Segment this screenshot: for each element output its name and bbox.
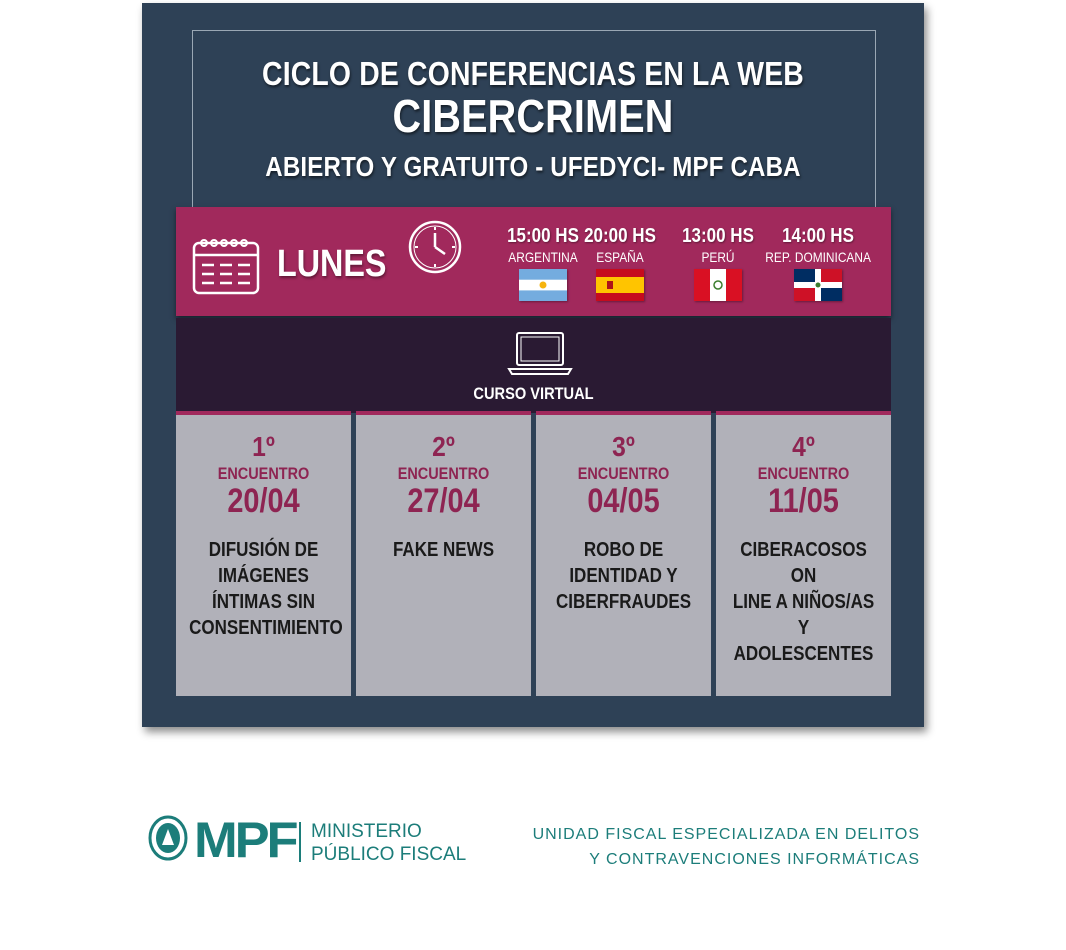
session-topic-line: IMÁGENES xyxy=(218,565,309,587)
session-topic: CIBERACOSOS ON LINE A NIÑOS/AS Y ADOLESC… xyxy=(729,537,878,667)
time-country: ESPAÑA xyxy=(596,249,644,265)
session-topic-line: ROBO DE xyxy=(583,539,664,561)
time-spain: 20:00 HS ESPAÑA xyxy=(570,225,670,301)
session-card: 1º ENCUENTRO 20/04 DIFUSIÓN DE IMÁGENES … xyxy=(176,411,351,696)
session-number: 4º xyxy=(792,431,815,462)
peru-flag-icon xyxy=(694,269,742,301)
session-topic-line: CIBERFRAUDES xyxy=(555,591,692,613)
mpf-logo-text: MPF xyxy=(194,812,299,868)
session-label: ENCUENTRO xyxy=(217,464,310,483)
session-topic: DIFUSIÓN DE IMÁGENES ÍNTIMAS SIN CONSENT… xyxy=(189,537,343,641)
time-country: PERÚ xyxy=(701,249,735,265)
session-label: ENCUENTRO xyxy=(577,464,670,483)
organization-name: MINISTERIO PÚBLICO FISCAL xyxy=(311,820,466,866)
time-hour: 15:00 HS xyxy=(507,225,579,247)
session-topic: FAKE NEWS xyxy=(369,537,518,563)
session-card: 2º ENCUENTRO 27/04 FAKE NEWS xyxy=(356,411,531,696)
session-topic-line: CIBERACOSOS ON xyxy=(740,539,867,587)
session-number: 3º xyxy=(612,431,635,462)
time-country: REP. DOMINICANA xyxy=(765,249,871,265)
session-topic-line: FAKE NEWS xyxy=(392,539,495,561)
time-argentina: 15:00 HS ARGENTINA xyxy=(470,225,616,301)
time-hour: 13:00 HS xyxy=(682,225,754,247)
session-card: 3º ENCUENTRO 04/05 ROBO DE IDENTIDAD Y C… xyxy=(536,411,711,696)
day-label: LUNES xyxy=(277,243,387,285)
session-date: 04/05 xyxy=(587,482,660,520)
clock-icon xyxy=(408,220,462,274)
calendar-icon xyxy=(192,239,260,295)
conference-poster: CICLO DE CONFERENCIAS EN LA WEB CIBERCRI… xyxy=(142,3,924,727)
laptop-icon xyxy=(507,332,573,375)
session-number: 1º xyxy=(252,431,275,462)
time-peru: 13:00 HS PERÚ xyxy=(668,225,768,301)
title-frame xyxy=(192,30,876,208)
time-dominican-republic: 14:00 HS REP. DOMINICANA xyxy=(756,225,880,301)
argentina-flag-icon xyxy=(519,269,567,301)
session-topic-line: CONSENTIMIENTO xyxy=(189,617,343,639)
poster-title-line1: CICLO DE CONFERENCIAS EN LA WEB xyxy=(262,55,804,92)
session-topic-line: DIFUSIÓN DE xyxy=(208,539,319,561)
session-topic-line: ÍNTIMAS SIN xyxy=(212,591,315,613)
time-hour: 14:00 HS xyxy=(782,225,854,247)
schedule-band: LUNES 15:00 HS ARGENTINA 20:00 HS ESPAÑA xyxy=(176,207,891,316)
session-topic-line: LINE A NIÑOS/AS xyxy=(732,591,875,613)
session-topic-line: Y ADOLESCENTES xyxy=(733,617,874,665)
org-line: PÚBLICO FISCAL xyxy=(311,844,467,865)
session-label: ENCUENTRO xyxy=(757,464,850,483)
sessions-grid: 1º ENCUENTRO 20/04 DIFUSIÓN DE IMÁGENES … xyxy=(176,411,891,696)
session-date: 20/04 xyxy=(227,482,300,520)
unit-line: Y CONTRAVENCIONES INFORMÁTICAS xyxy=(589,851,920,868)
time-country: ARGENTINA xyxy=(508,249,578,265)
virtual-course-label: CURSO VIRTUAL xyxy=(473,384,594,403)
logo-divider xyxy=(299,822,301,862)
spain-flag-icon xyxy=(596,269,644,301)
unit-line: UNIDAD FISCAL ESPECIALIZADA EN DELITOS xyxy=(532,826,920,843)
session-date: 27/04 xyxy=(407,482,480,520)
mpf-seal-icon xyxy=(148,815,188,861)
unit-name: UNIDAD FISCAL ESPECIALIZADA EN DELITOS Y… xyxy=(533,822,920,872)
session-topic: ROBO DE IDENTIDAD Y CIBERFRAUDES xyxy=(549,537,698,615)
poster-subtitle: ABIERTO Y GRATUITO - UFEDYCI- MPF CABA xyxy=(265,151,801,182)
time-hour: 20:00 HS xyxy=(584,225,656,247)
session-label: ENCUENTRO xyxy=(397,464,490,483)
org-line: MINISTERIO xyxy=(311,821,422,842)
dominican-republic-flag-icon xyxy=(794,269,842,301)
session-number: 2º xyxy=(432,431,455,462)
session-card: 4º ENCUENTRO 11/05 CIBERACOSOS ON LINE A… xyxy=(716,411,891,696)
session-topic-line: IDENTIDAD Y xyxy=(569,565,678,587)
session-date: 11/05 xyxy=(768,482,839,520)
virtual-course-bar: CURSO VIRTUAL xyxy=(176,318,891,413)
poster-title-main: CIBERCRIMEN xyxy=(392,90,674,142)
